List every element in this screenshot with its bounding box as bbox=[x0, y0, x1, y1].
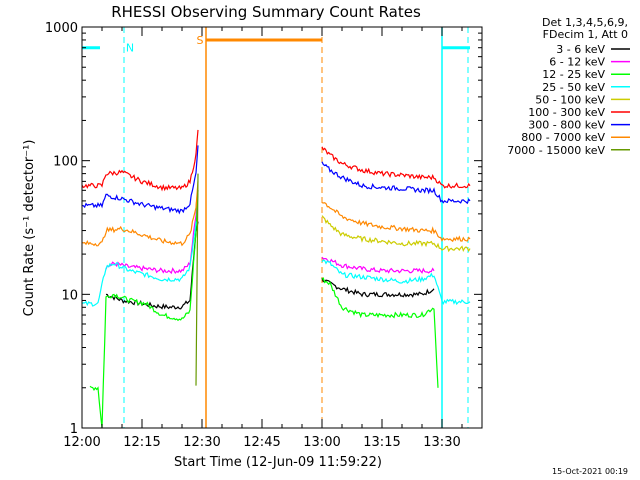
chart-title: RHESSI Observing Summary Count Rates bbox=[111, 3, 421, 21]
series-line-6 bbox=[81, 145, 199, 215]
x-axis-label: Start Time (12-Jun-09 11:59:22) bbox=[174, 455, 382, 470]
y-tick-label: 10 bbox=[61, 288, 78, 303]
legend: Det 1,3,4,5,6,9,FDecim 1, Att 0 3 - 6 keV… bbox=[507, 16, 630, 157]
legend-label: 7000 - 15000 keV bbox=[507, 144, 605, 157]
series-line-4 bbox=[321, 215, 471, 253]
series-line-1 bbox=[105, 190, 199, 275]
legend-label: 300 - 800 keV bbox=[528, 119, 605, 132]
legend-label: 6 - 12 keV bbox=[549, 56, 605, 69]
legend-header: FDecim 1, Att 0 bbox=[543, 28, 628, 41]
series-line-6 bbox=[321, 161, 471, 205]
plot-frame bbox=[81, 26, 483, 429]
series-line-3 bbox=[81, 221, 197, 307]
x-tick-label: 12:15 bbox=[123, 435, 160, 450]
series-line-5 bbox=[81, 129, 199, 192]
saa-label: S bbox=[197, 34, 204, 47]
series-line-0 bbox=[105, 221, 199, 310]
series-line-7 bbox=[81, 181, 199, 247]
footer-timestamp: 15-Oct-2021 00:19 bbox=[552, 467, 628, 476]
x-tick-label: 12:00 bbox=[63, 435, 100, 450]
legend-header: Det 1,3,4,5,6,9, bbox=[542, 16, 628, 29]
plot-content: NS bbox=[81, 27, 471, 428]
legend-label: 25 - 50 keV bbox=[542, 81, 605, 94]
legend-label: 50 - 100 keV bbox=[535, 93, 605, 106]
x-tick-label: 13:00 bbox=[303, 435, 340, 450]
legend-label: 3 - 6 keV bbox=[556, 43, 605, 56]
series-line-1 bbox=[321, 256, 435, 274]
series-line-3 bbox=[321, 259, 471, 306]
series-line-2 bbox=[89, 190, 199, 428]
series-line-2 bbox=[321, 277, 439, 388]
y-axis-label: Count Rate (s⁻¹ detector⁻¹) bbox=[22, 140, 37, 317]
axes bbox=[81, 26, 483, 429]
night-label: N bbox=[126, 42, 134, 55]
legend-label: 12 - 25 keV bbox=[542, 68, 605, 81]
y-tick-label: 1000 bbox=[45, 21, 78, 36]
x-tick-label: 13:15 bbox=[363, 435, 400, 450]
y-tick-label: 1 bbox=[70, 422, 78, 437]
x-tick-label: 13:30 bbox=[423, 435, 460, 450]
series-line-5 bbox=[321, 146, 471, 189]
series-line-7 bbox=[321, 202, 471, 243]
legend-label: 100 - 300 keV bbox=[528, 106, 605, 119]
legend-label: 800 - 7000 keV bbox=[521, 131, 605, 144]
y-tick-label: 100 bbox=[53, 155, 78, 170]
ticks: 1 10 100 1000 12:00 12:15 12:30 12:45 13:00 13:15… bbox=[45, 21, 483, 450]
x-tick-label: 12:45 bbox=[243, 435, 280, 450]
x-tick-label: 12:30 bbox=[183, 435, 220, 450]
series-line-0 bbox=[321, 277, 435, 298]
series-line-8 bbox=[195, 173, 199, 386]
